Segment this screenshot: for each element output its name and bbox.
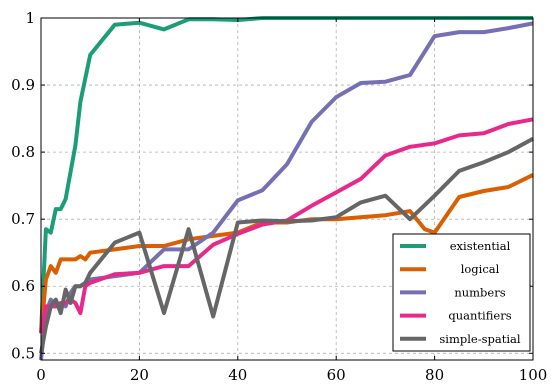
series-line-logical bbox=[39, 173, 534, 334]
x-tick-label: 20 bbox=[130, 366, 149, 384]
legend-label-simple-spatial: simple-spatial bbox=[439, 332, 520, 346]
x-tick-label: 60 bbox=[327, 366, 346, 384]
y-tick-label: 0.7 bbox=[11, 210, 35, 228]
plot-frame bbox=[40, 17, 534, 361]
legend-label-numbers: numbers bbox=[454, 285, 505, 299]
x-tick-label: 80 bbox=[425, 366, 444, 384]
y-tick-label: 0.6 bbox=[11, 277, 35, 295]
axis-ticks: 0 20 40 60 80 100 0.5 0.6 0.7 0.8 0.9 1 bbox=[11, 9, 547, 384]
legend-label-quantifiers: quantifiers bbox=[448, 309, 511, 323]
x-tick-label: 0 bbox=[36, 366, 46, 384]
y-tick-label: 0.9 bbox=[11, 76, 35, 94]
legend-label-logical: logical bbox=[461, 262, 500, 276]
y-tick-label: 0.5 bbox=[11, 344, 35, 362]
legend: existential logical numbers quantifiers simp… bbox=[392, 233, 531, 352]
series-lines bbox=[39, 16, 534, 361]
y-tick-label: 0.8 bbox=[11, 143, 35, 161]
series-line-simple-spatial bbox=[39, 136, 534, 354]
y-tick-label: 1 bbox=[25, 9, 35, 27]
legend-label-existential: existential bbox=[450, 239, 511, 253]
x-tick-label: 100 bbox=[519, 366, 548, 384]
x-tick-label: 40 bbox=[228, 366, 247, 384]
